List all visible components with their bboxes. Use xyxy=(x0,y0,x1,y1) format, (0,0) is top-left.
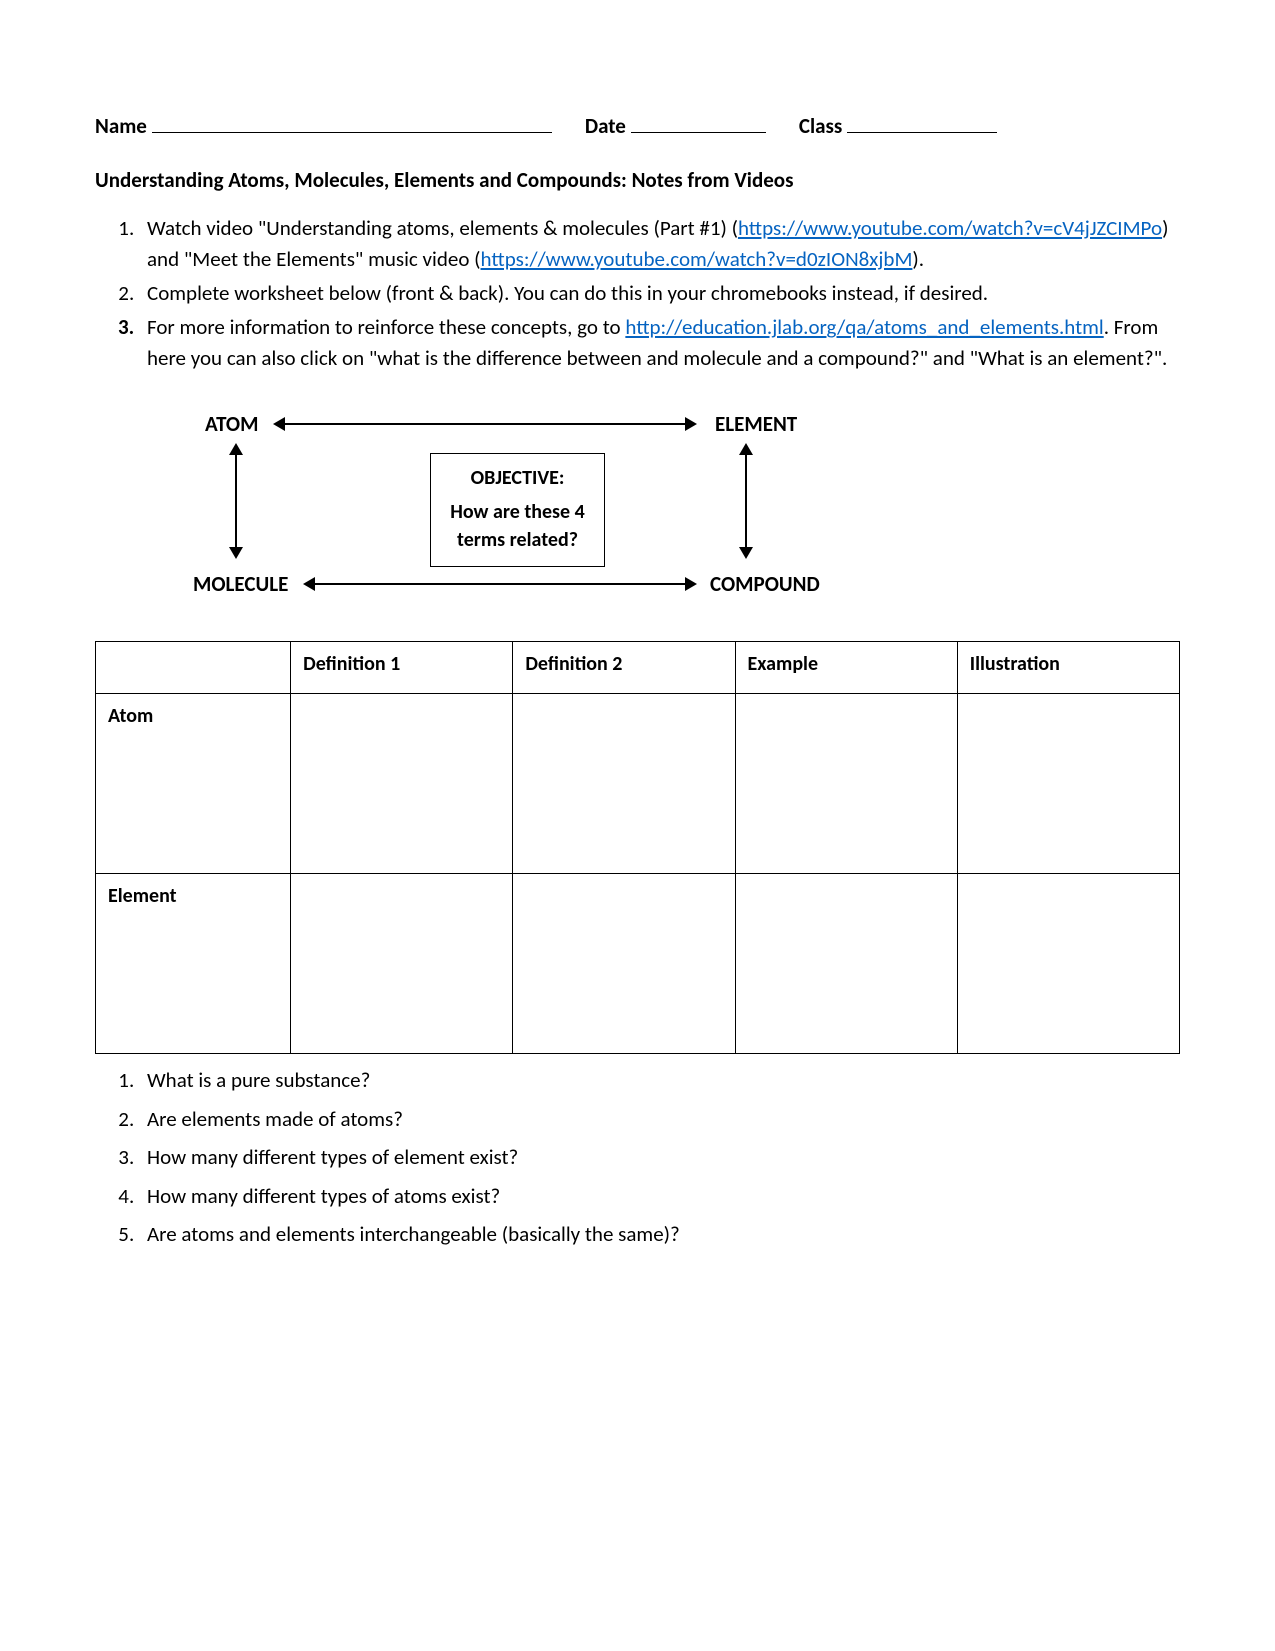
table-cell[interactable] xyxy=(513,874,735,1054)
table-cell[interactable] xyxy=(291,694,513,874)
concept-diagram: ATOM ELEMENT MOLECULE COMPOUND OBJECTIVE… xyxy=(155,411,875,601)
table-cell[interactable] xyxy=(513,694,735,874)
table-cell[interactable] xyxy=(735,694,957,874)
objective-line1: OBJECTIVE: xyxy=(447,464,588,492)
objective-box: OBJECTIVE: How are these 4 terms related… xyxy=(430,453,605,567)
table-header: Definition 2 xyxy=(513,642,735,694)
row-label-element: Element xyxy=(96,874,291,1054)
class-blank[interactable] xyxy=(847,110,997,133)
video-link-2[interactable]: https://www.youtube.com/watch?v=d0zION8x… xyxy=(481,246,913,272)
question-item: How many different types of element exis… xyxy=(139,1141,1180,1174)
instruction-text: Complete worksheet below (front & back).… xyxy=(147,280,988,306)
question-item: How many different types of atoms exist? xyxy=(139,1180,1180,1213)
instruction-text: For more information to reinforce these … xyxy=(147,314,625,340)
table-cell[interactable] xyxy=(957,874,1179,1054)
table-header-row: Definition 1 Definition 2 Example Illust… xyxy=(96,642,1180,694)
instruction-text: ). xyxy=(912,246,924,272)
table-header xyxy=(96,642,291,694)
definitions-table: Definition 1 Definition 2 Example Illust… xyxy=(95,641,1180,1054)
worksheet-title: Understanding Atoms, Molecules, Elements… xyxy=(95,167,1180,193)
table-row: Atom xyxy=(96,694,1180,874)
diagram-label-compound: COMPOUND xyxy=(710,571,820,597)
table-header: Example xyxy=(735,642,957,694)
diagram-label-element: ELEMENT xyxy=(715,411,797,437)
class-label: Class xyxy=(799,113,842,139)
arrow-right xyxy=(745,445,747,557)
instructions-list: Watch video "Understanding atoms, elemen… xyxy=(95,213,1180,373)
worksheet-page: Name Date Class Understanding Atoms, Mol… xyxy=(0,0,1275,1651)
question-item: What is a pure substance? xyxy=(139,1064,1180,1097)
arrow-bottom xyxy=(305,583,695,585)
instruction-item: For more information to reinforce these … xyxy=(139,312,1180,373)
instruction-item: Complete worksheet below (front & back).… xyxy=(139,278,1180,308)
questions-list: What is a pure substance? Are elements m… xyxy=(95,1064,1180,1251)
table-cell[interactable] xyxy=(291,874,513,1054)
date-label: Date xyxy=(585,113,626,139)
date-blank[interactable] xyxy=(631,110,766,133)
instruction-text: Watch video "Understanding atoms, elemen… xyxy=(147,215,738,241)
diagram-label-atom: ATOM xyxy=(205,411,258,437)
instruction-item: Watch video "Understanding atoms, elemen… xyxy=(139,213,1180,274)
table-header: Definition 1 xyxy=(291,642,513,694)
question-item: Are atoms and elements interchangeable (… xyxy=(139,1218,1180,1251)
name-blank[interactable] xyxy=(152,110,552,133)
table-cell[interactable] xyxy=(735,874,957,1054)
question-item: Are elements made of atoms? xyxy=(139,1103,1180,1136)
header-line: Name Date Class xyxy=(95,110,1180,139)
arrow-left xyxy=(235,445,237,557)
row-label-atom: Atom xyxy=(96,694,291,874)
objective-line3: terms related? xyxy=(447,526,588,554)
table-header: Illustration xyxy=(957,642,1179,694)
video-link-1[interactable]: https://www.youtube.com/watch?v=cV4jJZCI… xyxy=(738,215,1162,241)
objective-line2: How are these 4 xyxy=(447,498,588,526)
arrow-top xyxy=(275,423,695,425)
diagram-label-molecule: MOLECULE xyxy=(193,571,288,597)
table-cell[interactable] xyxy=(957,694,1179,874)
name-label: Name xyxy=(95,113,147,139)
table-row: Element xyxy=(96,874,1180,1054)
reference-link[interactable]: http://education.jlab.org/qa/atoms_and_e… xyxy=(625,314,1103,340)
